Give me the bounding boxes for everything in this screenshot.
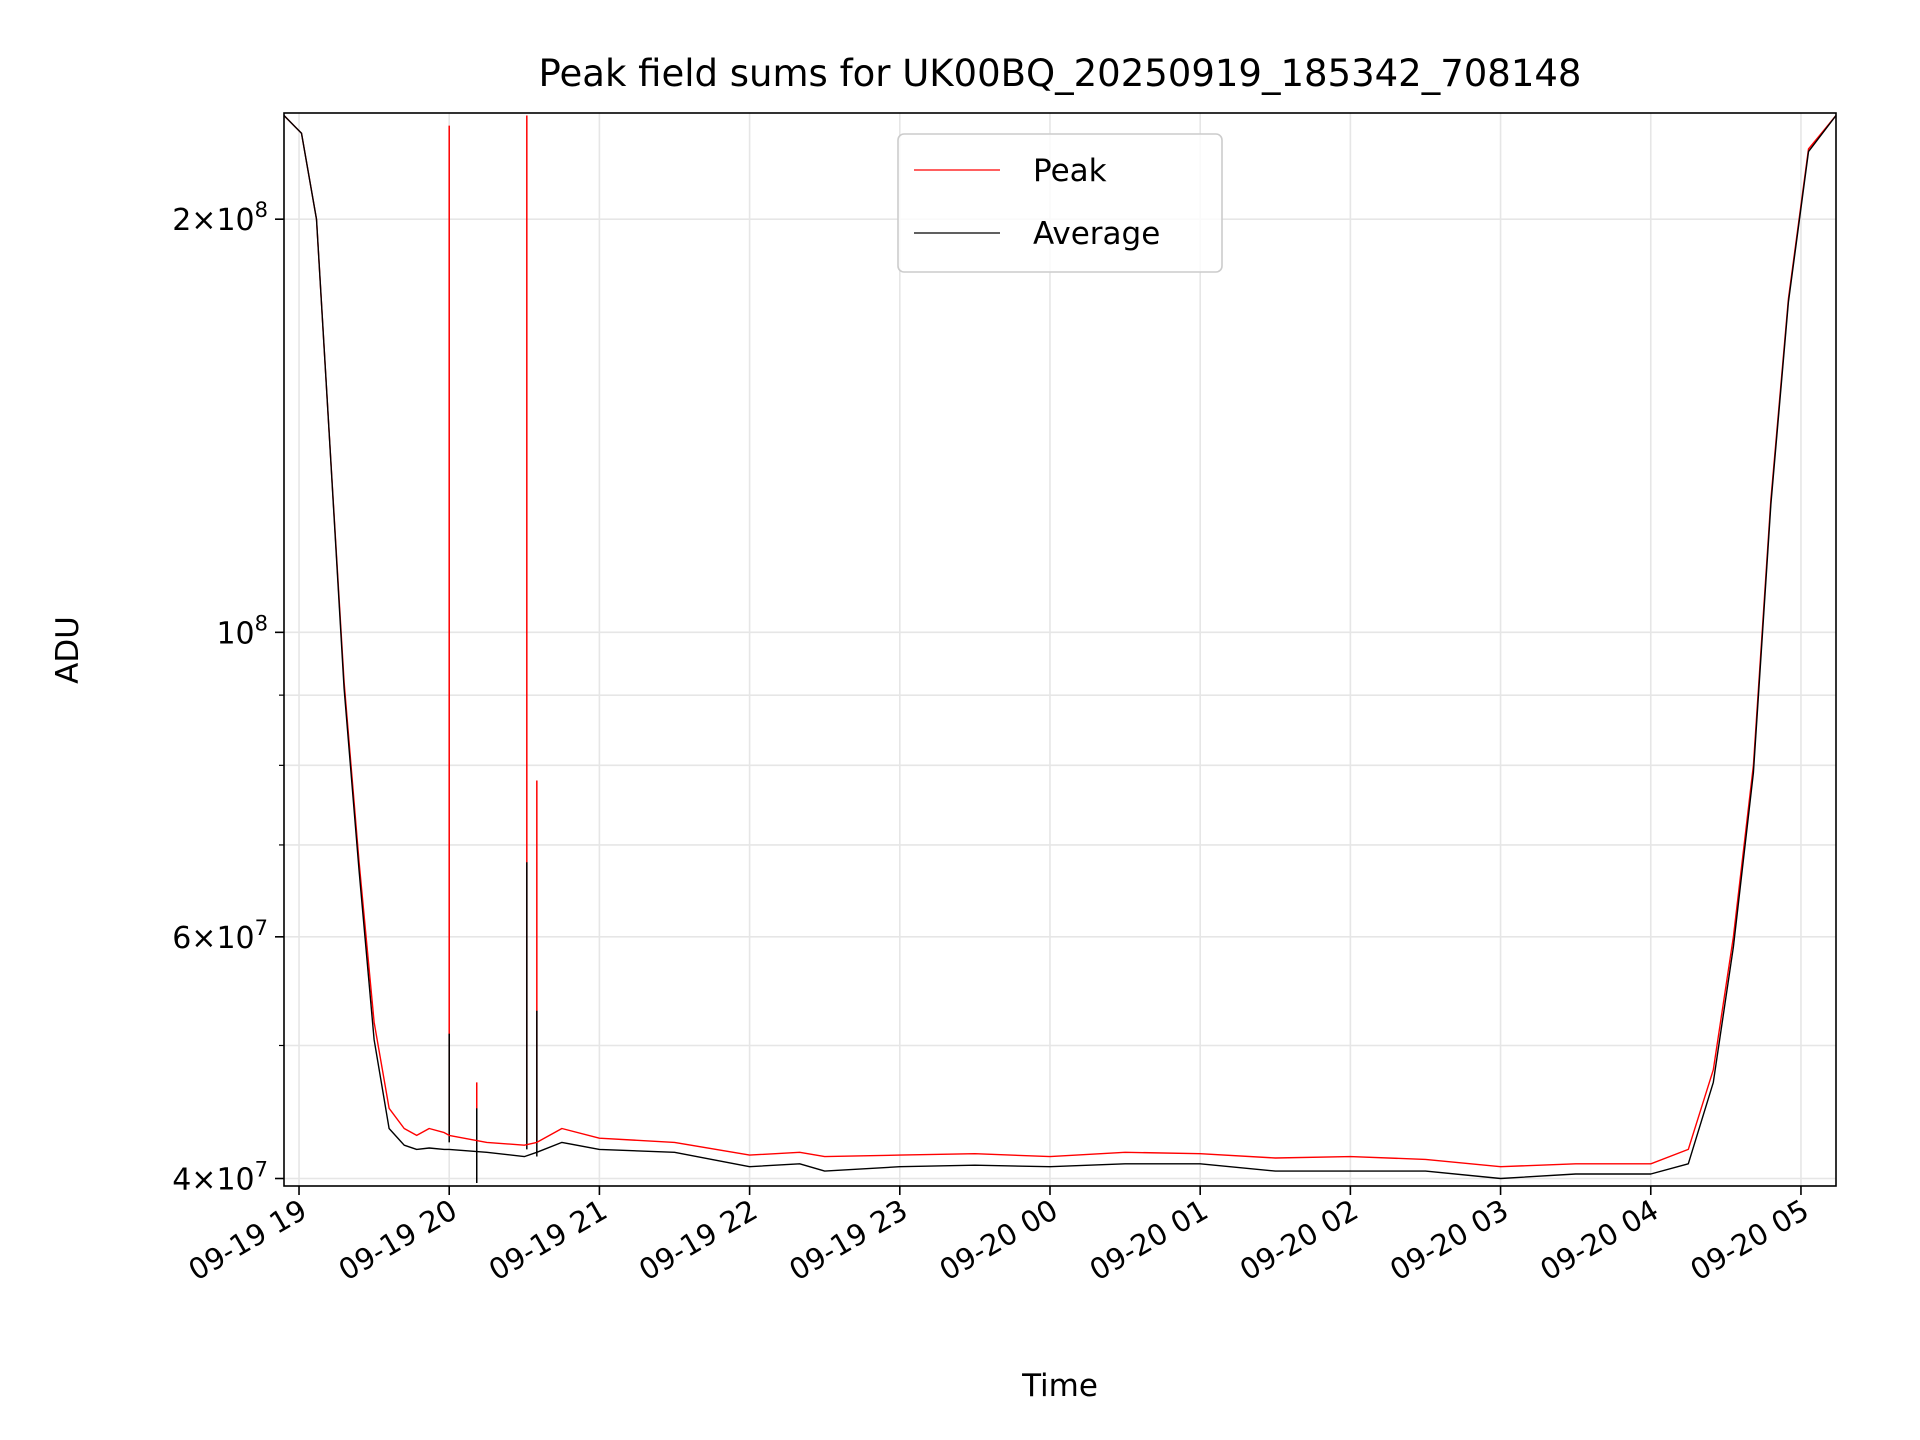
legend-box <box>897 133 1223 273</box>
y-tick-label: 6×107 <box>172 916 268 956</box>
y-tick-label: 4×107 <box>172 1158 268 1198</box>
series-line-average <box>284 115 1836 1180</box>
spikes <box>448 115 538 1183</box>
legend-label-peak: Peak <box>1033 153 1107 189</box>
series-line-peak <box>284 115 1836 1168</box>
plot-frame <box>283 112 1837 1187</box>
series-lines <box>284 115 1836 1180</box>
y-axis-label: ADU <box>50 616 86 684</box>
y-tick-label: 108 <box>216 611 268 651</box>
legend-label-average: Average <box>1033 216 1160 252</box>
legend: Peak Average <box>897 133 1223 273</box>
grid <box>284 113 1836 1186</box>
chart-title: Peak field sums for UK00BQ_20250919_1853… <box>539 52 1582 95</box>
y-tick-label: 2×108 <box>172 198 268 238</box>
x-axis-label: Time <box>1021 1368 1098 1404</box>
